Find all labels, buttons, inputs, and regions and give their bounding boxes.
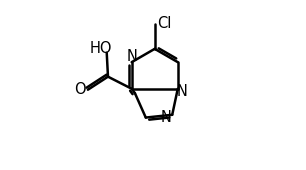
- Text: Cl: Cl: [157, 16, 171, 31]
- Text: HO: HO: [89, 41, 112, 56]
- Text: N: N: [161, 110, 172, 125]
- Text: O: O: [74, 82, 86, 97]
- Text: N: N: [177, 84, 188, 99]
- Text: N: N: [126, 49, 137, 64]
